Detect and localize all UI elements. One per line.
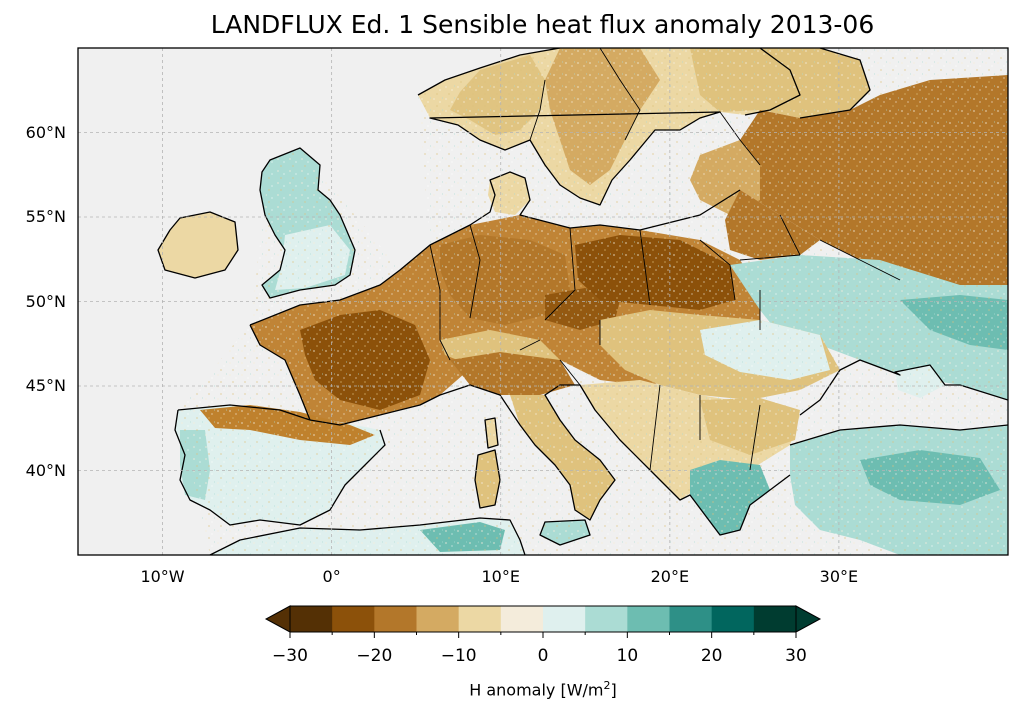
lat-label-50: 50°N (25, 291, 66, 311)
coast-mainland (249, 171, 741, 421)
colorbar-bin (332, 606, 375, 632)
colorbar-bin (753, 606, 797, 632)
coast-finland (799, 48, 871, 119)
colorbar-extend-low (264, 605, 291, 633)
colorbar-bin (374, 606, 417, 632)
lon-label-30e: 30°E (819, 567, 859, 586)
coast-britain (259, 147, 356, 299)
colorbar-bin (543, 606, 586, 632)
lat-label-55: 55°N (25, 207, 66, 226)
colorbar-tick: 10 (616, 646, 639, 666)
colorbar-tick: 30 (785, 646, 807, 666)
colorbar-bin (290, 606, 333, 632)
lon-label-10e: 10°E (481, 567, 520, 586)
colorbar-tick: −30 (272, 646, 308, 666)
coastlines-and-borders (157, 48, 1008, 555)
colorbar-bin (416, 606, 460, 632)
plot-frame (77, 47, 1009, 556)
lon-label-20e: 20°E (650, 567, 690, 586)
colorbar-label: H anomaly [W/m2] (469, 679, 617, 700)
border-lines (429, 48, 901, 471)
land-ireland (158, 212, 238, 278)
lat-label-60: 60°N (25, 122, 66, 142)
colorbar-bin (458, 606, 502, 632)
coast-islands (474, 417, 591, 546)
coast-africa (209, 517, 526, 555)
country-borders (429, 48, 901, 471)
lat-label-40: 40°N (25, 460, 66, 480)
colorbar-bin (585, 606, 628, 632)
map-title: LANDFLUX Ed. 1 Sensible heat flux anomal… (210, 10, 875, 39)
colorbar-bin (669, 606, 713, 632)
colorbar-tick: 20 (700, 646, 723, 666)
lon-label-0: 0° (322, 567, 341, 586)
land-texture (178, 48, 1008, 555)
lon-label-10w: 10°W (140, 567, 185, 586)
colorbar-bin (500, 606, 544, 632)
coast-mediterranean (309, 384, 791, 536)
coast-iberia (174, 404, 386, 526)
colorbar-tick: −20 (356, 646, 393, 666)
colorbar-extend-high (795, 605, 822, 633)
gridlines (78, 48, 1008, 555)
lat-label-45: 45°N (25, 376, 66, 395)
colorbar (264, 605, 822, 638)
coast-black-sea (789, 359, 1008, 446)
colorbar-bin (711, 606, 755, 632)
land-anomaly-field (158, 48, 1008, 555)
colorbar-tick: −10 (440, 646, 477, 666)
colorbar-tick: 0 (537, 646, 549, 666)
colorbar-bin (627, 606, 670, 632)
